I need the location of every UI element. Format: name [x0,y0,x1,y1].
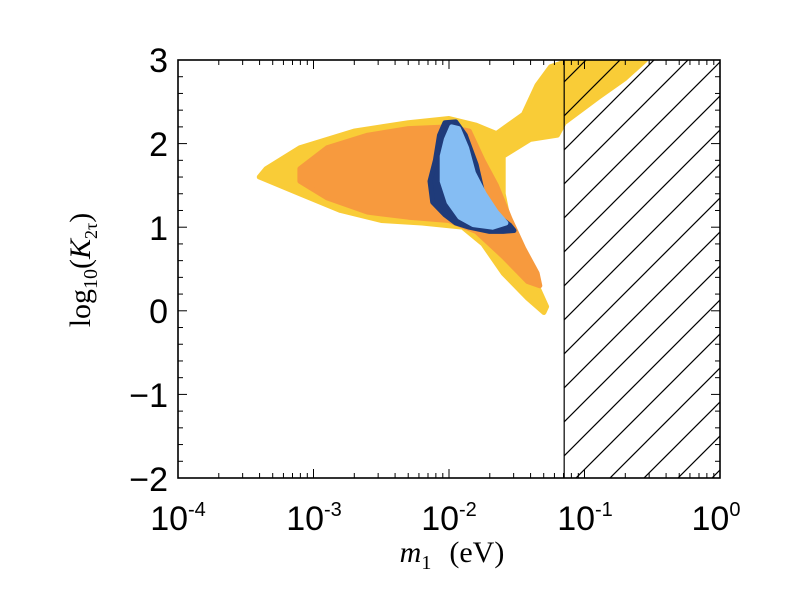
x-tick-label: 100 [692,499,741,538]
y-tick-label: 0 [149,293,168,331]
x-axis-title: m1 (eV) [400,536,505,574]
y-axis-title: log10(K2τ) [64,213,102,328]
region-middle-region [297,124,543,289]
x-tick-label: 10-3 [286,499,342,538]
y-tick-labels: 3 2 1 0 −1 −2 [129,42,168,499]
y-tick-label: −2 [129,461,168,499]
y-tick-label: 1 [149,210,168,248]
plot-area [256,60,720,478]
y-tick-label: −1 [129,377,168,415]
x-tick-label: 10-1 [557,499,613,538]
x-tick-label: 10-4 [150,499,206,538]
excluded-hatched-region [564,60,720,478]
axis-ticks [177,59,721,479]
y-tick-label: 3 [149,42,168,80]
region-light-blue-region [439,124,509,230]
x-tick-label: 10-2 [421,499,477,538]
x-tick-labels: 10-4 10-3 10-2 10-1 100 [150,499,740,538]
data-regions [256,60,648,315]
y-tick-label: 2 [149,126,168,164]
